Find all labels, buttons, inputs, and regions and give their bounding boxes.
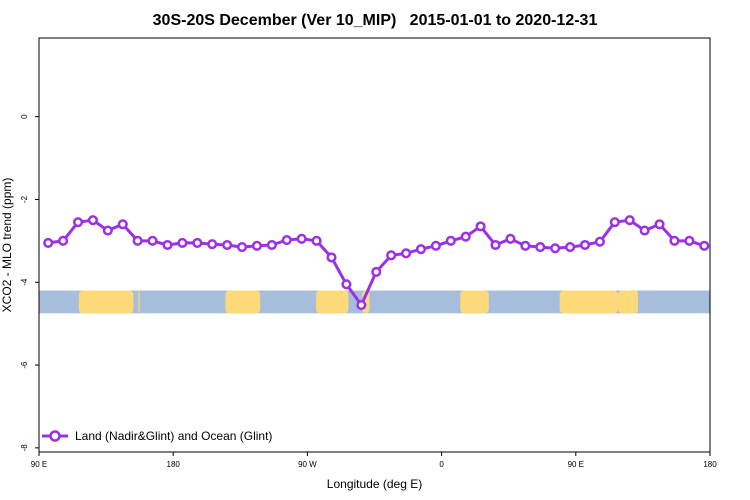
data-point bbox=[669, 235, 680, 246]
y-axis-label: XCO2 - MLO trend (ppm) bbox=[0, 178, 14, 313]
data-point bbox=[550, 243, 561, 254]
data-point bbox=[475, 221, 486, 232]
legend-marker-swatch bbox=[49, 430, 61, 442]
data-point bbox=[386, 250, 397, 261]
data-point bbox=[87, 215, 98, 226]
data-point bbox=[535, 242, 546, 253]
data-point bbox=[43, 237, 54, 248]
data-point bbox=[58, 235, 69, 246]
land-patch bbox=[78, 290, 134, 314]
legend-label: Land (Nadir&Glint) and Ocean (Glint) bbox=[75, 429, 272, 443]
data-point bbox=[415, 244, 427, 255]
data-point bbox=[177, 237, 188, 248]
land-patch bbox=[225, 290, 261, 314]
data-point bbox=[207, 239, 218, 250]
data-point bbox=[341, 279, 352, 290]
data-point bbox=[102, 225, 113, 236]
land-patch bbox=[632, 290, 638, 314]
chart-title: 30S-20S December (Ver 10_MIP) 2015-01-01… bbox=[153, 12, 598, 29]
data-point bbox=[594, 236, 605, 247]
data-point bbox=[520, 240, 531, 251]
y-tick-label: 0 bbox=[20, 114, 29, 119]
x-tick-label: 90 W bbox=[298, 460, 317, 469]
land-patch bbox=[559, 290, 619, 314]
data-point bbox=[192, 237, 203, 248]
data-point bbox=[609, 217, 620, 228]
data-point bbox=[639, 225, 650, 236]
x-axis-label: Longitude (deg E) bbox=[327, 477, 422, 491]
land-patch bbox=[618, 290, 636, 314]
data-point bbox=[430, 240, 441, 251]
data-point bbox=[624, 215, 635, 226]
data-point bbox=[236, 242, 248, 253]
data-point bbox=[371, 266, 382, 277]
y-tick-label: -4 bbox=[20, 278, 29, 286]
x-tick-label: 0 bbox=[439, 460, 444, 469]
x-tick-label: 90 E bbox=[568, 460, 584, 469]
data-point bbox=[654, 219, 665, 230]
x-tick-label: 180 bbox=[703, 460, 717, 469]
data-point bbox=[132, 235, 143, 246]
data-point bbox=[311, 235, 322, 246]
background-band bbox=[39, 290, 710, 314]
data-point bbox=[296, 233, 307, 244]
data-point bbox=[147, 235, 158, 246]
data-point bbox=[579, 239, 591, 251]
data-point bbox=[281, 234, 292, 246]
ocean-band bbox=[39, 290, 710, 314]
plot-frame bbox=[38, 37, 711, 453]
data-point bbox=[356, 299, 367, 311]
data-point bbox=[222, 239, 233, 251]
data-point bbox=[565, 242, 576, 253]
land-patch bbox=[460, 290, 489, 314]
y-tick-label: -6 bbox=[20, 361, 29, 369]
y-tick-label: -2 bbox=[20, 195, 29, 203]
y-axis: -8 -6 -4 -2 0 bbox=[20, 114, 39, 452]
y-tick-label: -8 bbox=[20, 444, 29, 452]
data-point bbox=[490, 239, 501, 251]
series-layer bbox=[43, 215, 710, 311]
data-point bbox=[117, 219, 128, 230]
x-axis: 90 E 180 90 W 0 90 E 180 bbox=[31, 452, 717, 469]
data-point bbox=[251, 240, 263, 251]
data-point bbox=[72, 217, 84, 228]
data-point bbox=[460, 231, 471, 242]
x-tick-label: 180 bbox=[167, 460, 181, 469]
data-point bbox=[699, 240, 710, 251]
data-point bbox=[266, 239, 277, 251]
data-point bbox=[162, 239, 173, 251]
land-patch bbox=[138, 290, 140, 314]
data-point bbox=[684, 235, 695, 246]
land-patch bbox=[316, 290, 349, 314]
data-point bbox=[505, 233, 516, 244]
legend: Land (Nadir&Glint) and Ocean (Glint) bbox=[42, 429, 272, 443]
x-tick-label: 90 E bbox=[31, 460, 47, 469]
data-point bbox=[445, 235, 456, 246]
data-point bbox=[401, 248, 412, 259]
data-point bbox=[326, 252, 337, 263]
